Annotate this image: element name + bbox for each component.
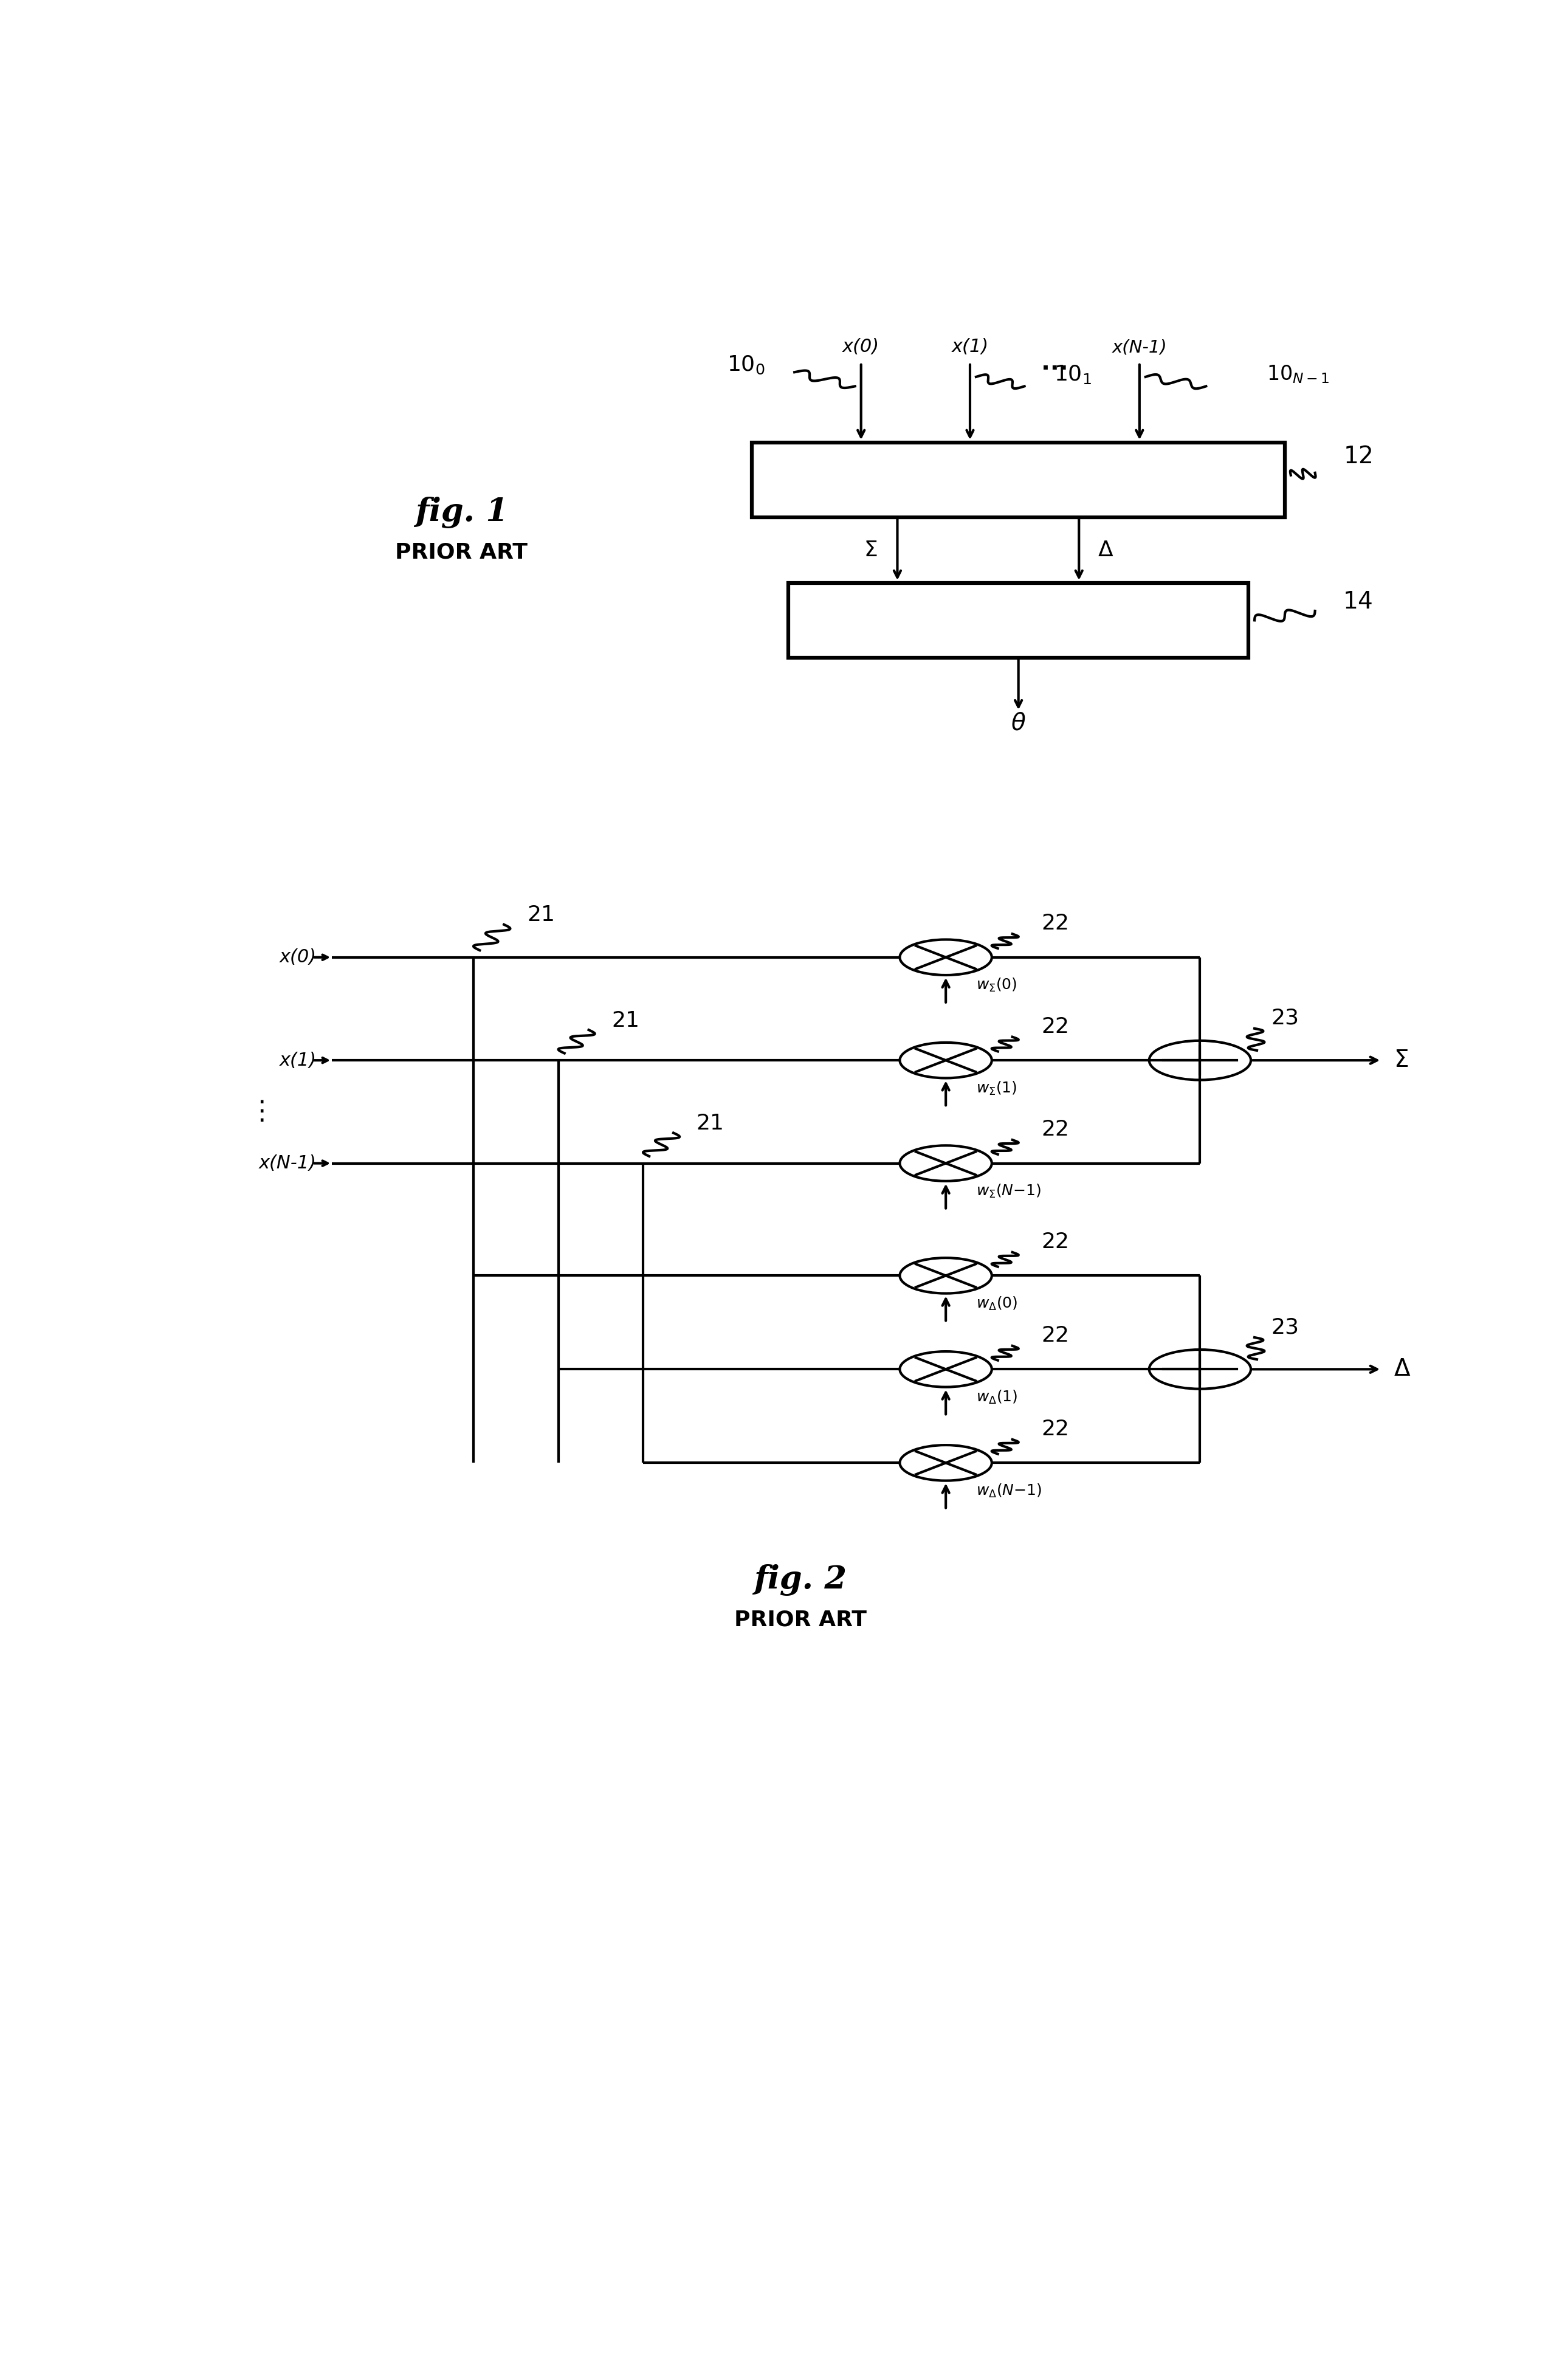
Text: $\mathbf{\mathit{10_0}}$: $\mathbf{\mathit{10_0}}$ [726,355,765,376]
Text: $\mathbf{\mathit{22}}$: $\mathbf{\mathit{22}}$ [1042,1016,1068,1038]
Text: fig. 1: fig. 1 [415,497,508,528]
Text: $w_{\Delta}(0)$: $w_{\Delta}(0)$ [976,1295,1017,1311]
Text: $\mathbf{\mathit{22}}$: $\mathbf{\mathit{22}}$ [1042,1326,1068,1345]
Text: $w_{\Delta}(N{-}1)$: $w_{\Delta}(N{-}1)$ [976,1483,1042,1499]
Text: $\Delta$: $\Delta$ [1393,1357,1410,1380]
Text: $\mathbf{\mathit{22}}$: $\mathbf{\mathit{22}}$ [1042,1119,1068,1140]
Text: x(N-1): x(N-1) [1112,338,1167,357]
Text: $\vdots$: $\vdots$ [248,1100,264,1126]
Text: PROCESSOR: PROCESSOR [943,609,1093,631]
Text: $\theta$: $\theta$ [1011,712,1026,735]
Text: $\mathbf{\mathit{23}}$: $\mathbf{\mathit{23}}$ [1271,1316,1298,1338]
Text: $w_{\Sigma}(1)$: $w_{\Sigma}(1)$ [976,1081,1017,1097]
Text: ...: ... [1042,352,1068,374]
Bar [753,443,1284,516]
Text: $\mathbf{\mathit{21}}$: $\mathbf{\mathit{21}}$ [611,1009,639,1031]
Text: $\mathbf{\mathit{21}}$: $\mathbf{\mathit{21}}$ [526,904,555,926]
Text: x(0): x(0) [842,338,879,357]
Text: $\mathbf{\mathit{14}}$: $\mathbf{\mathit{14}}$ [1342,590,1373,614]
Text: $w_{\Sigma}(0)$: $w_{\Sigma}(0)$ [976,976,1017,992]
Text: $\mathbf{\mathit{10_1}}$: $\mathbf{\mathit{10_1}}$ [1054,364,1092,386]
Text: fig. 2: fig. 2 [754,1564,847,1595]
Text: $\mathbf{\mathit{10_{N-1}}}$: $\mathbf{\mathit{10_{N-1}}}$ [1267,364,1329,386]
Text: x(1): x(1) [280,1052,316,1069]
Text: $\mathbf{\mathit{21}}$: $\mathbf{\mathit{21}}$ [697,1114,723,1133]
Bar [789,583,1248,657]
Text: $w_{\Delta}(1)$: $w_{\Delta}(1)$ [976,1390,1017,1407]
Text: $w_{\Sigma}(N{-}1)$: $w_{\Sigma}(N{-}1)$ [976,1183,1042,1200]
Text: x(1): x(1) [951,338,989,357]
Text: x(0): x(0) [280,950,316,966]
Text: $\mathbf{\mathit{22}}$: $\mathbf{\mathit{22}}$ [1042,1230,1068,1252]
Text: $\mathbf{\mathit{22}}$: $\mathbf{\mathit{22}}$ [1042,1418,1068,1440]
Text: $\Sigma$: $\Sigma$ [1393,1050,1409,1071]
Text: $\Sigma$: $\Sigma$ [864,540,878,559]
Text: PRIOR ART: PRIOR ART [734,1609,867,1630]
Text: $\Delta$: $\Delta$ [1098,540,1114,559]
Text: PRIOR ART: PRIOR ART [395,543,528,562]
Text: $\mathbf{\mathit{22}}$: $\mathbf{\mathit{22}}$ [1042,914,1068,933]
Text: x(N-1): x(N-1) [259,1154,316,1171]
Text: BF NETWORK: BF NETWORK [936,469,1101,490]
Text: $\mathbf{\mathit{23}}$: $\mathbf{\mathit{23}}$ [1271,1007,1298,1028]
Text: $\mathbf{\mathit{12}}$: $\mathbf{\mathit{12}}$ [1343,445,1371,469]
